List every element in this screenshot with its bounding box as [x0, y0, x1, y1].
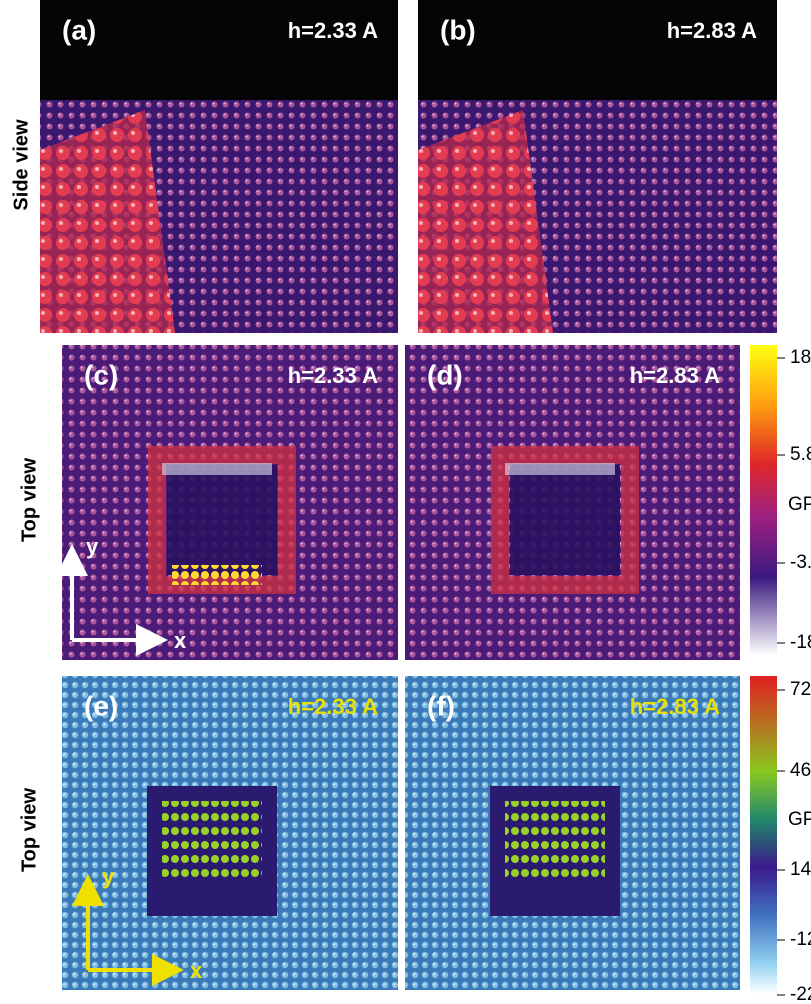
panel-image [405, 676, 740, 990]
colorbar-tick-label: -22.0 [790, 984, 811, 1004]
tension-row [162, 463, 272, 475]
panel-image [62, 345, 398, 660]
panel-image [405, 345, 740, 660]
colorbar-tick-label: -12.8 [790, 929, 811, 950]
indent [510, 465, 620, 575]
panel-label: (b) [440, 14, 476, 45]
row-label: Top view [18, 788, 40, 873]
panel-caption: h=2.83 A [630, 694, 720, 719]
high-stress [505, 801, 605, 881]
panel-image [418, 0, 777, 333]
axis-label: y [86, 534, 99, 559]
colorbar-unit: GPa [788, 494, 811, 515]
colorbar [750, 345, 777, 655]
stress-frame [491, 446, 639, 594]
tension-row [505, 463, 615, 475]
hot-row [172, 565, 262, 585]
indenter [40, 0, 398, 100]
colorbar-tick-label: 72.0 [790, 679, 811, 700]
colorbar-tick-label: 14.5 [790, 859, 811, 880]
axis-label: x [190, 958, 203, 983]
high-stress [162, 801, 262, 881]
panel-image [40, 0, 398, 333]
indent [167, 465, 277, 575]
colorbar [750, 676, 777, 994]
panel-label: (c) [84, 359, 118, 390]
colorbar-unit: GPa [788, 809, 811, 830]
panel-label: (e) [84, 690, 118, 721]
colorbar-tick-label: 18.2 [790, 347, 811, 368]
colorbar-tick-label: -3.8 [790, 552, 811, 573]
panel-caption: h=2.83 A [630, 363, 720, 388]
panel-label: (f) [427, 690, 455, 721]
colorbar-tick-label: 46.2 [790, 760, 811, 781]
row-label: Top view [18, 458, 40, 543]
stress-atoms [40, 110, 175, 333]
row-label: Side view [10, 119, 32, 211]
axis-label: x [174, 628, 187, 653]
panel-caption: h=2.33 A [288, 363, 378, 388]
panel-caption: h=2.33 A [288, 694, 378, 719]
colorbar-tick-label: 5.8 [790, 444, 811, 465]
stress-atoms [418, 110, 553, 333]
axis-label: y [102, 864, 115, 889]
indenter [418, 0, 777, 100]
panel-label: (d) [427, 359, 463, 390]
panel-caption: h=2.83 A [667, 18, 757, 43]
panel-image [62, 676, 398, 990]
panel-label: (a) [62, 14, 96, 45]
colorbar-tick-label: -18.2 [790, 632, 811, 653]
panel-caption: h=2.33 A [288, 18, 378, 43]
